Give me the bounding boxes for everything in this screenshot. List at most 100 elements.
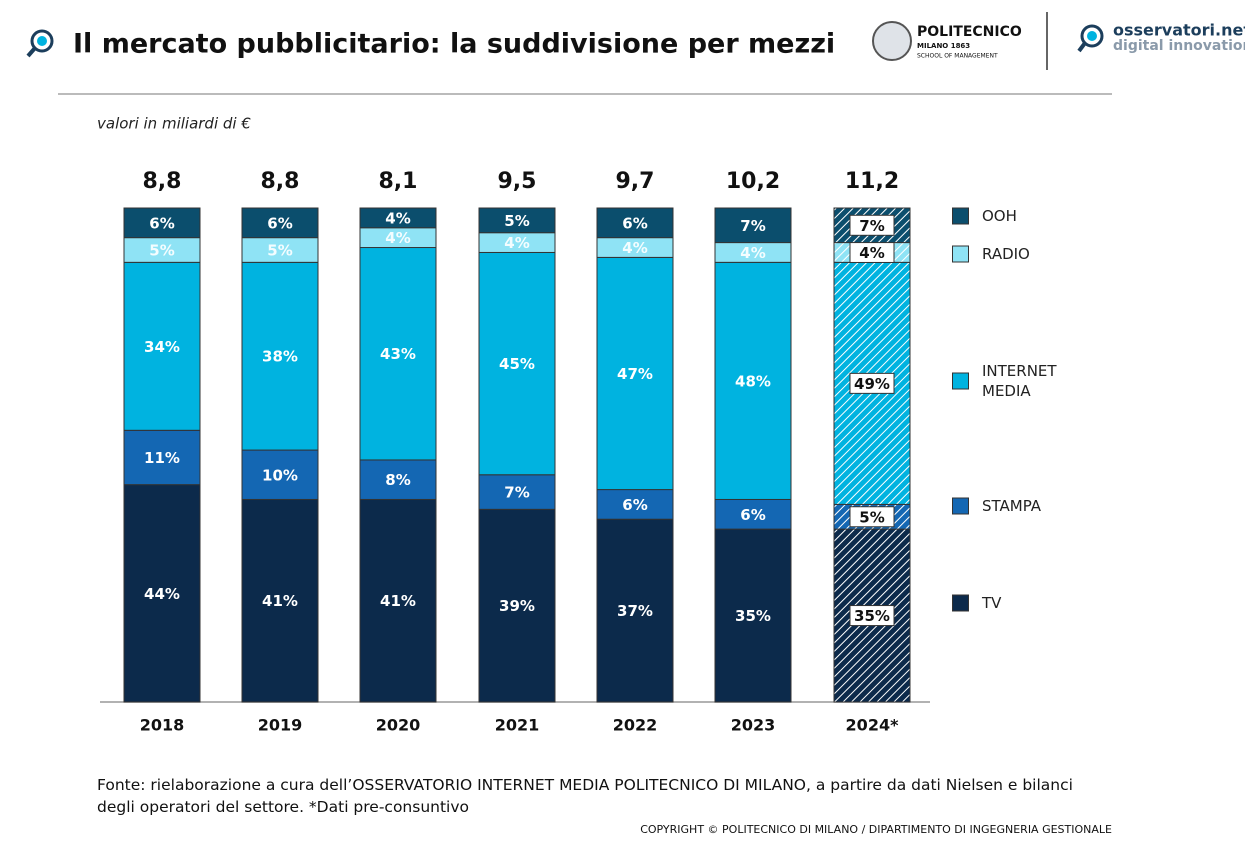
- legend-swatch: [952, 594, 969, 612]
- value-label: 6%: [267, 214, 292, 232]
- source-note: Fonte: rielaborazione a cura dell’OSSERV…: [97, 776, 1073, 816]
- value-label: 6%: [622, 214, 647, 232]
- total-label: 9,7: [616, 169, 655, 194]
- logo-line: MILANO 1863: [917, 42, 970, 50]
- legend-label: RADIO: [982, 245, 1030, 263]
- value-label: 7%: [859, 217, 884, 235]
- value-label: 4%: [385, 229, 410, 247]
- title: Il mercato pubblicitario: la suddivision…: [73, 29, 835, 60]
- bar-segment: [596, 256, 674, 491]
- bar-segment: [241, 261, 319, 451]
- bar-segment: [478, 251, 556, 476]
- value-label: 6%: [622, 496, 647, 514]
- value-label: 37%: [617, 602, 653, 620]
- value-label: 10%: [262, 466, 298, 484]
- total-label: 8,8: [261, 169, 300, 194]
- label-box: [849, 372, 895, 394]
- value-label: 7%: [504, 484, 529, 502]
- legend-label: INTERNET MEDIA: [982, 362, 1057, 400]
- bar-segment: [714, 528, 792, 703]
- x-tick-label: 2019: [258, 716, 303, 735]
- value-label: 48%: [735, 372, 771, 390]
- total-label: 11,2: [845, 169, 899, 194]
- value-label: 5%: [149, 241, 174, 259]
- bar-segment: [714, 261, 792, 500]
- bar-segment: [359, 247, 437, 461]
- value-label: 11%: [144, 449, 180, 467]
- bar-segment: [478, 474, 556, 510]
- bar-segment: [241, 237, 319, 263]
- value-label: 6%: [149, 214, 174, 232]
- value-label: 44%: [144, 585, 180, 603]
- value-label: 4%: [859, 244, 884, 262]
- value-label: 45%: [499, 355, 535, 373]
- value-label: 4%: [504, 234, 529, 252]
- legend-swatch: [952, 207, 969, 225]
- bar-segment: [359, 459, 437, 500]
- bar-segment: [123, 207, 201, 239]
- value-label: 41%: [380, 592, 416, 610]
- logo-icon: [1077, 24, 1104, 53]
- x-tick-label: 2018: [140, 716, 185, 735]
- bar-segment: [478, 207, 556, 234]
- legend-swatch: [952, 497, 969, 515]
- bar-segment: [123, 484, 201, 703]
- logo-seal: [872, 21, 912, 61]
- search-icon: [26, 29, 54, 58]
- value-label: 6%: [740, 506, 765, 524]
- bar-segment: [123, 237, 201, 263]
- bar-segment: [359, 207, 437, 229]
- logo-name: osservatori.net: [1113, 21, 1245, 40]
- bar-segment: [241, 498, 319, 703]
- x-tick-label: 2023: [731, 716, 776, 735]
- legend-swatch: [952, 245, 969, 263]
- x-tick-label: 2020: [376, 716, 421, 735]
- value-label: 34%: [144, 338, 180, 356]
- legend-label: TV: [982, 594, 1002, 612]
- legend-label: OOH: [982, 207, 1017, 225]
- legend-label: STAMPA: [982, 497, 1042, 515]
- value-label: 38%: [262, 348, 298, 366]
- value-label: 47%: [617, 365, 653, 383]
- bar-segment: [596, 489, 674, 520]
- value-label: 5%: [267, 241, 292, 259]
- logo-line: digital innovation: [1113, 38, 1245, 54]
- legend-swatch: [952, 372, 969, 390]
- x-tick-label: 2022: [613, 716, 658, 735]
- value-label: 49%: [854, 375, 890, 393]
- subtitle: valori in miliardi di €: [97, 115, 251, 133]
- value-label: 8%: [385, 471, 410, 489]
- bar-segment: [714, 207, 792, 244]
- total-label: 9,5: [498, 169, 537, 194]
- value-label: 5%: [859, 508, 884, 526]
- bar-segment: [596, 207, 674, 239]
- copyright: COPYRIGHT © POLITECNICO DI MILANO / DIPA…: [640, 823, 1112, 836]
- value-label: 7%: [740, 217, 765, 235]
- x-tick-label: 2021: [495, 716, 540, 735]
- value-label: 41%: [262, 592, 298, 610]
- label-box: [849, 506, 895, 528]
- value-label: 39%: [499, 597, 535, 615]
- value-label: 35%: [854, 607, 890, 625]
- label-box: [849, 605, 895, 627]
- value-label: 5%: [504, 212, 529, 230]
- x-tick-label: 2024*: [846, 716, 900, 735]
- total-label: 10,2: [726, 169, 780, 194]
- label-box: [849, 214, 895, 236]
- value-label: 4%: [622, 239, 647, 257]
- total-label: 8,8: [143, 169, 182, 194]
- bar-segment: [123, 261, 201, 431]
- logo-line: SCHOOL OF MANAGEMENT: [917, 53, 998, 60]
- total-label: 8,1: [379, 169, 418, 194]
- value-label: 4%: [740, 244, 765, 262]
- value-label: 43%: [380, 345, 416, 363]
- value-label: 4%: [385, 209, 410, 227]
- logo-name: POLITECNICO: [917, 24, 1022, 40]
- bar-segment: [241, 449, 319, 500]
- bar-segment: [596, 518, 674, 703]
- bar-segment: [714, 498, 792, 530]
- bar-segment: [359, 498, 437, 703]
- value-label: 35%: [735, 607, 771, 625]
